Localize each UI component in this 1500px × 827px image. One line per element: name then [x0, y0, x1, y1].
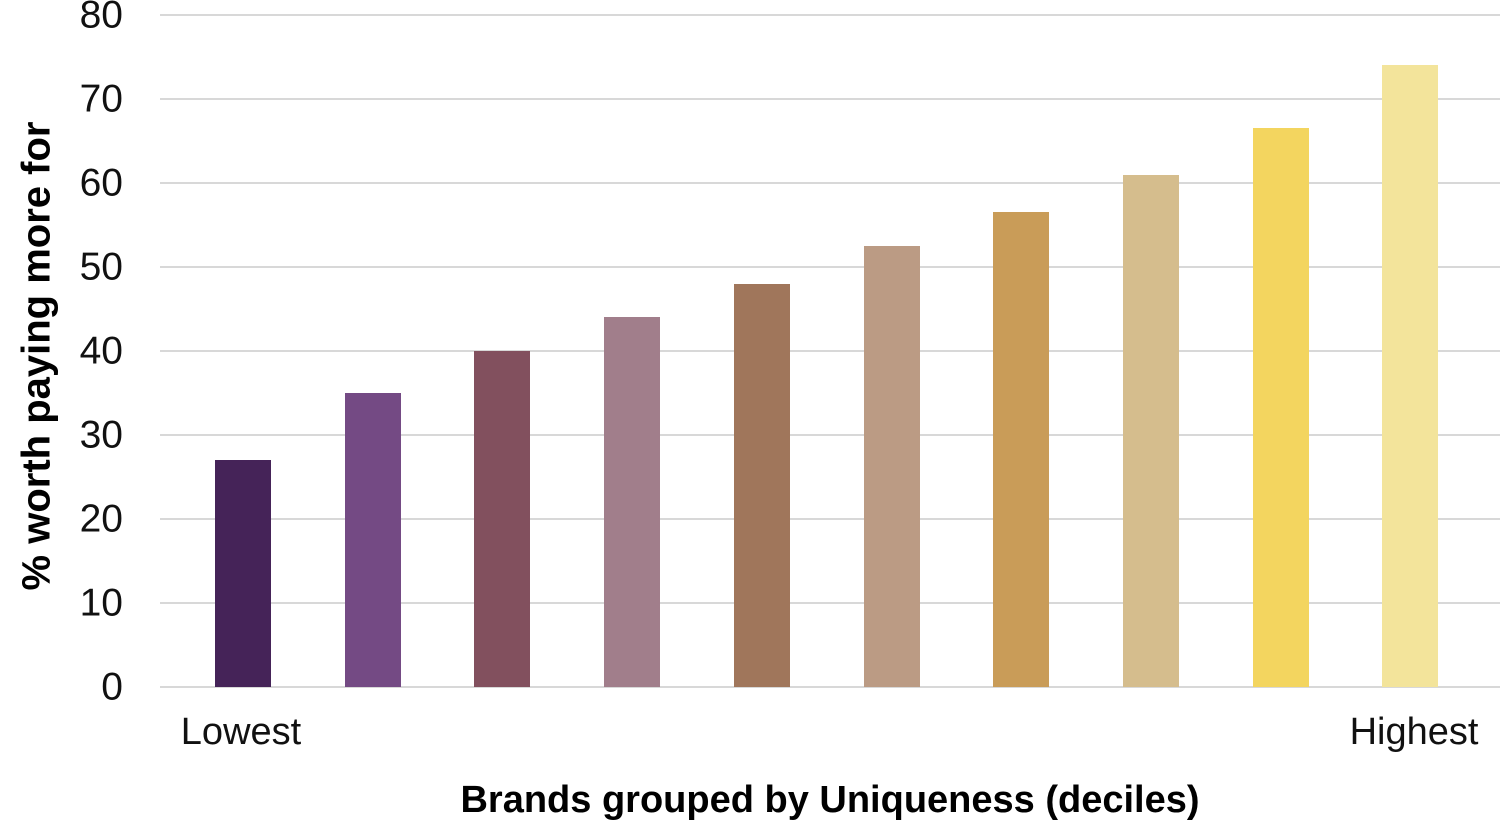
gridline-y-60 [160, 182, 1500, 184]
bar-decile-5 [733, 283, 790, 687]
y-tick-label-10: 10 [79, 581, 123, 625]
bar-decile-9 [1252, 128, 1309, 687]
y-tick-label-0: 0 [101, 665, 123, 709]
x-tick-highest: Highest [1349, 711, 1479, 753]
gridline-y-40 [160, 350, 1500, 352]
y-tick-label-80: 80 [79, 0, 123, 37]
x-axis-title: Brands grouped by Uniqueness (deciles) [460, 779, 1200, 821]
y-axis-tick-labels: 0 10 20 30 40 50 60 70 80 [0, 0, 123, 707]
gridline-y-10 [160, 602, 1500, 604]
gridline-y-20 [160, 518, 1500, 520]
bar-decile-1 [215, 460, 271, 687]
y-tick-label-30: 30 [79, 413, 123, 457]
bar-decile-8 [1122, 174, 1179, 687]
y-tick-label-50: 50 [79, 245, 123, 289]
y-tick-label-20: 20 [79, 497, 123, 541]
x-tick-lowest: Lowest [180, 711, 302, 753]
y-tick-label-40: 40 [79, 329, 123, 373]
bar-decile-10 [1382, 65, 1439, 687]
plot-area [160, 14, 1500, 688]
bar-decile-2 [344, 393, 401, 687]
bar-decile-4 [604, 317, 661, 687]
y-tick-label-60: 60 [79, 161, 123, 205]
bar-decile-7 [993, 212, 1050, 687]
y-tick-label-70: 70 [79, 77, 123, 121]
bar-decile-3 [474, 351, 531, 687]
gridline-y-70 [160, 98, 1500, 100]
bar-decile-6 [863, 246, 920, 687]
gridline-y-30 [160, 434, 1500, 436]
gridline-y-0 [160, 686, 1500, 688]
gridline-y-80 [160, 14, 1500, 16]
gridline-y-50 [160, 266, 1500, 268]
